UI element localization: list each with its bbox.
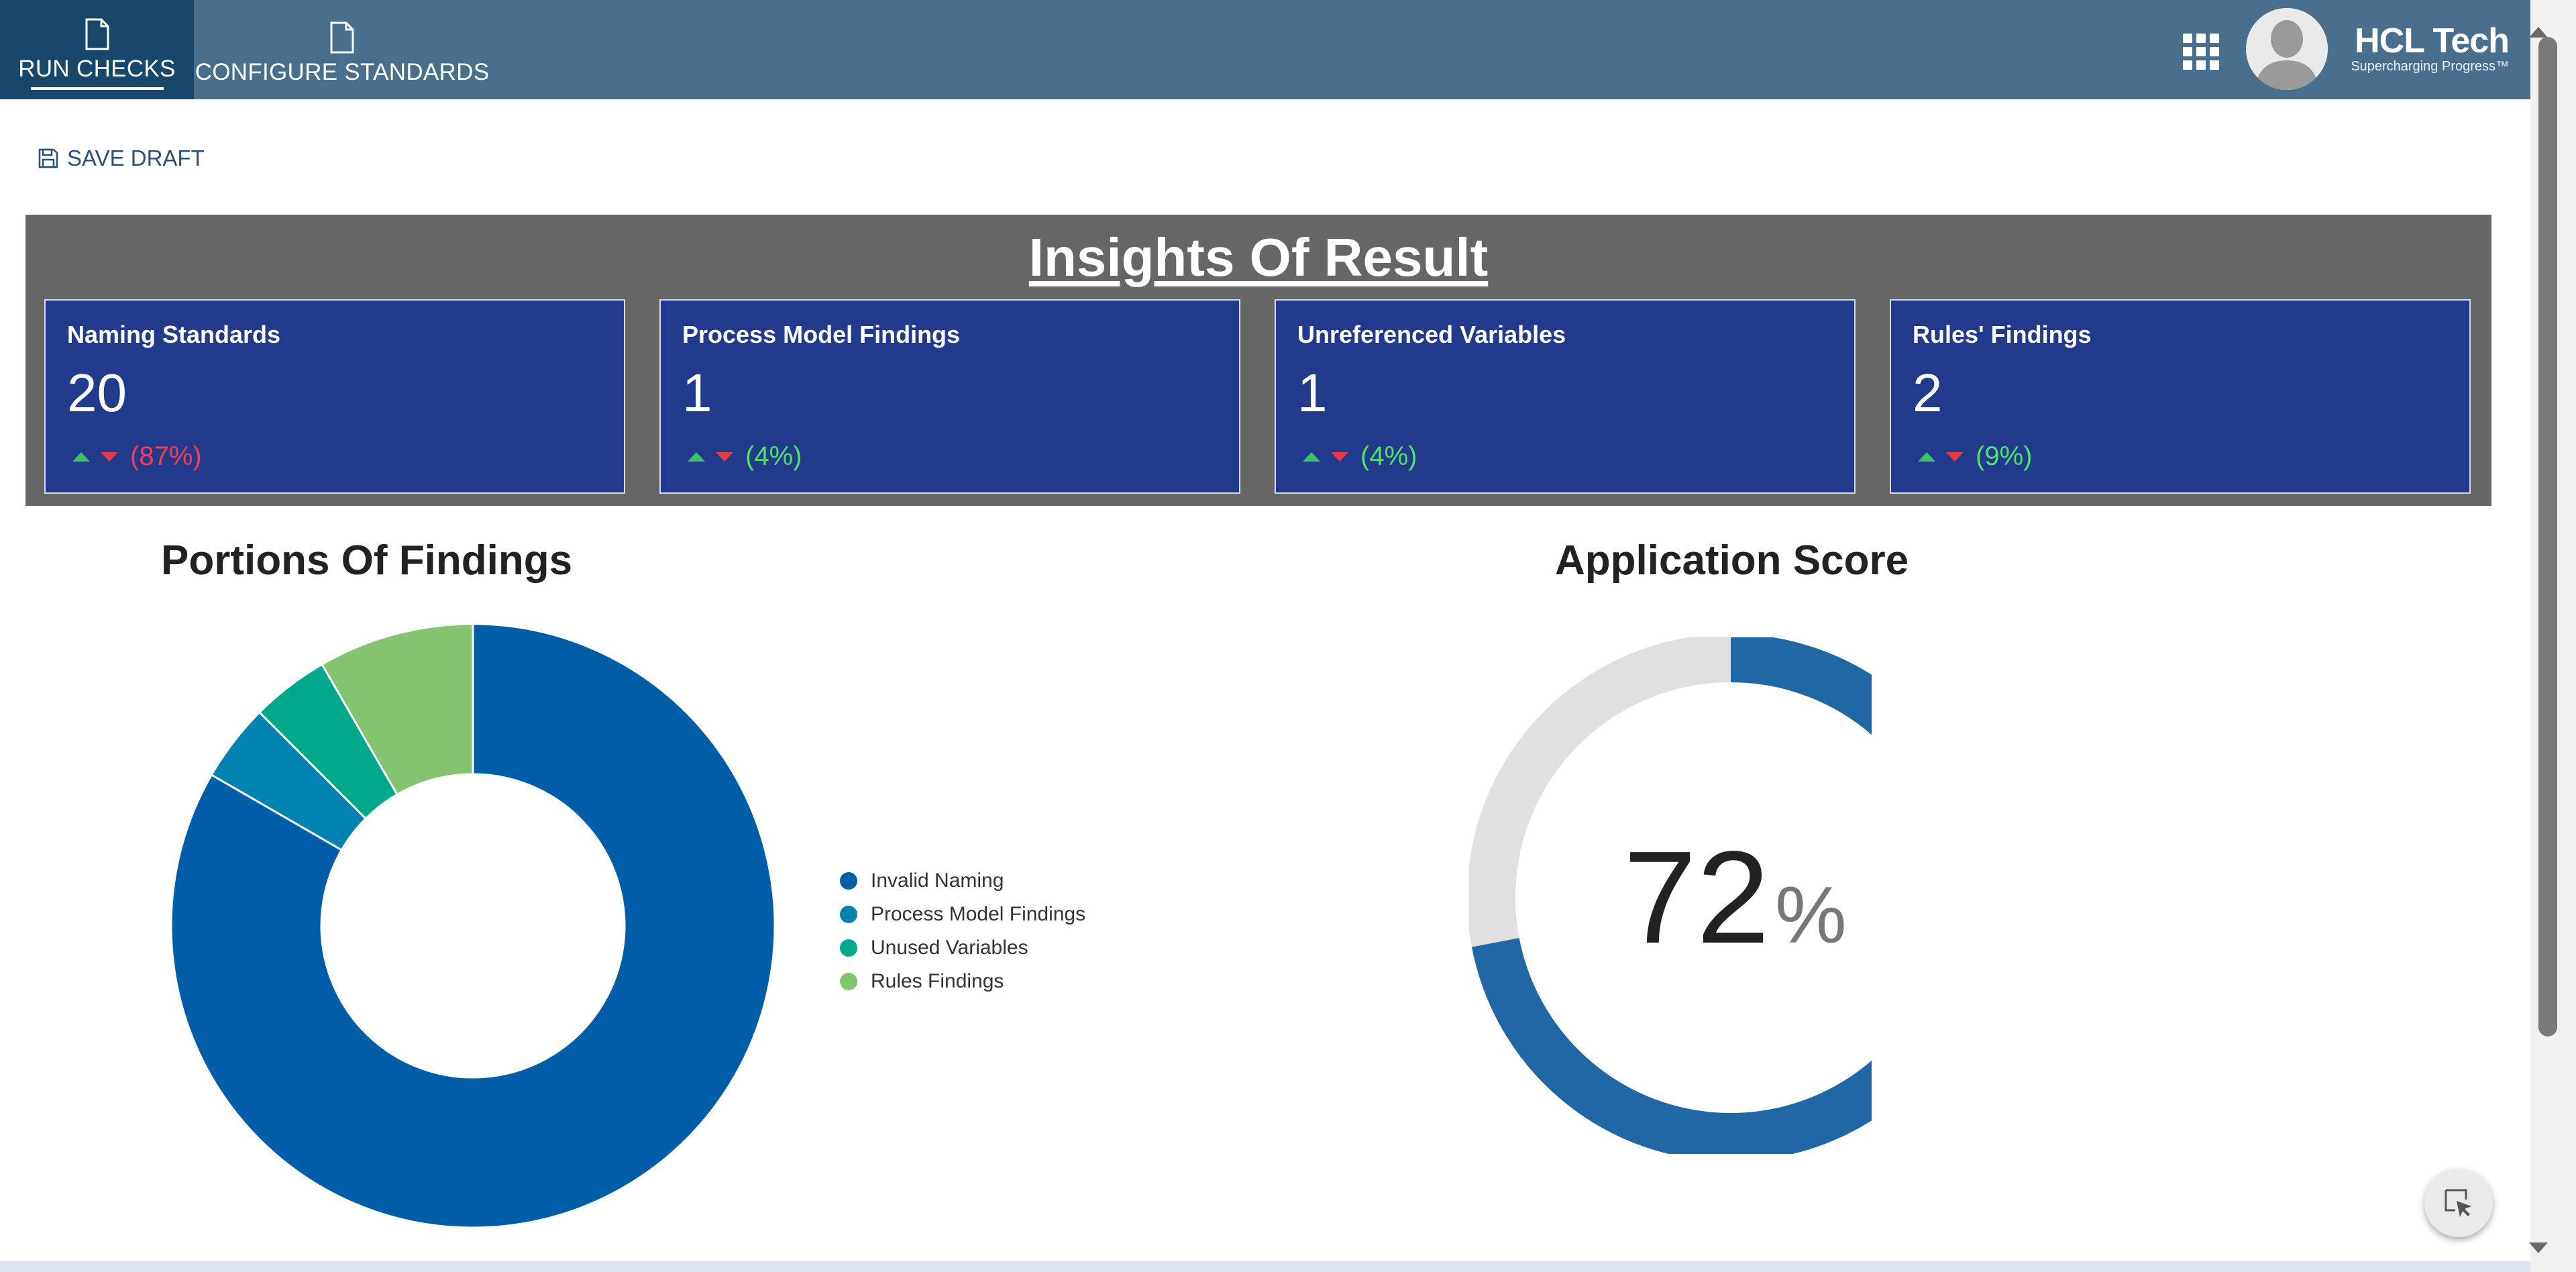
card-title: Naming Standards — [67, 321, 281, 348]
cursor-select-icon — [2445, 1189, 2471, 1217]
trend-down-icon — [1946, 452, 1964, 462]
score-unit: % — [1775, 870, 1847, 960]
insights-title: Insights Of Result — [1028, 227, 1489, 287]
trend-down-icon — [101, 452, 118, 462]
card-unreferenced-variables: Unreferenced Variables 1 (4%) — [1275, 299, 1856, 494]
legend-marker — [840, 906, 857, 923]
card-percent: (4%) — [745, 441, 802, 471]
portions-chart-title: Portions Of Findings — [161, 537, 573, 584]
card-value: 2 — [1913, 363, 1943, 423]
scrollbar-thumb[interactable] — [2538, 37, 2557, 1037]
chart-legend: Invalid Naming Process Model Findings Un… — [840, 864, 1085, 998]
tab-run-checks[interactable]: RUN CHECKS — [0, 0, 194, 99]
card-percent: (87%) — [130, 441, 202, 471]
scroll-down-arrow-icon[interactable] — [2529, 1242, 2548, 1253]
card-title: Unreferenced Variables — [1297, 321, 1566, 348]
card-rules-findings: Rules' Findings 2 (9%) — [1890, 299, 2471, 494]
trend-up-icon — [72, 452, 90, 462]
card-percent: (9%) — [1976, 441, 2033, 471]
trend-down-icon — [716, 452, 733, 462]
active-tab-underline — [30, 87, 164, 90]
findings-donut-chart — [170, 623, 776, 1229]
bottom-strip — [0, 1261, 2530, 1272]
floppy-disk-icon — [38, 148, 58, 168]
save-draft-label: SAVE DRAFT — [67, 146, 205, 170]
tab-configure-standards-label: CONFIGURE STANDARDS — [195, 59, 490, 85]
brand-name: HCL Tech — [2355, 21, 2510, 60]
score-value: 72 — [1623, 824, 1770, 971]
donut-slice-rules-findings[interactable] — [320, 623, 474, 796]
card-value: 1 — [682, 363, 712, 423]
document-icon — [330, 21, 354, 54]
legend-marker — [840, 872, 857, 890]
card-percent: (4%) — [1360, 441, 1417, 471]
card-naming-standards: Naming Standards 20 (87%) — [44, 299, 625, 494]
card-process-model-findings: Process Model Findings 1 (4%) — [659, 299, 1240, 494]
tab-configure-standards[interactable]: CONFIGURE STANDARDS — [195, 0, 489, 99]
legend-label: Rules Findings — [871, 970, 1004, 992]
trend-up-icon — [1303, 452, 1320, 462]
legend-item[interactable]: Process Model Findings — [840, 898, 1085, 931]
card-trend: (4%) — [682, 441, 802, 472]
user-silhouette-icon — [2246, 8, 2328, 90]
card-trend: (9%) — [1913, 441, 2032, 472]
card-title: Process Model Findings — [682, 321, 961, 348]
floating-action-button[interactable] — [2424, 1169, 2493, 1237]
trend-down-icon — [1331, 452, 1348, 462]
card-trend: (4%) — [1297, 441, 1417, 472]
donut-slice-invalid-naming[interactable] — [170, 623, 776, 1229]
score-chart-title: Application Score — [1555, 537, 1909, 584]
card-value: 1 — [1297, 363, 1328, 423]
trend-up-icon — [688, 452, 705, 462]
legend-label: Invalid Naming — [871, 869, 1004, 892]
score-ring-chart — [1469, 637, 1872, 1154]
brand-logo: HCL Tech Supercharging Progress™ — [2348, 21, 2510, 74]
save-draft-button[interactable]: SAVE DRAFT — [38, 144, 205, 173]
scroll-up-arrow-icon[interactable] — [2529, 27, 2548, 38]
card-trend: (87%) — [67, 441, 202, 472]
legend-item[interactable]: Unused Variables — [840, 931, 1085, 965]
legend-item[interactable]: Rules Findings — [840, 965, 1085, 998]
score-ring-arc — [1471, 637, 1872, 1154]
score-readout: 72 % — [1623, 824, 1847, 971]
brand-tagline: Supercharging Progress™ — [2351, 59, 2509, 74]
legend-label: Unused Variables — [871, 937, 1028, 959]
legend-marker — [840, 939, 857, 957]
card-value: 20 — [67, 363, 127, 423]
document-icon — [85, 18, 109, 50]
legend-item[interactable]: Invalid Naming — [840, 864, 1085, 898]
apps-grid-icon[interactable] — [2183, 34, 2220, 70]
trend-up-icon — [1918, 452, 1935, 462]
top-navigation-bar: RUN CHECKS CONFIGURE STANDARDS HCL Tech … — [0, 0, 2530, 99]
tab-run-checks-label: RUN CHECKS — [18, 55, 176, 82]
legend-label: Process Model Findings — [871, 903, 1086, 925]
avatar[interactable] — [2246, 8, 2328, 90]
legend-marker — [840, 973, 857, 990]
card-title: Rules' Findings — [1913, 321, 2092, 348]
insights-panel: Insights Of Result Naming Standards 20 (… — [25, 215, 2491, 506]
